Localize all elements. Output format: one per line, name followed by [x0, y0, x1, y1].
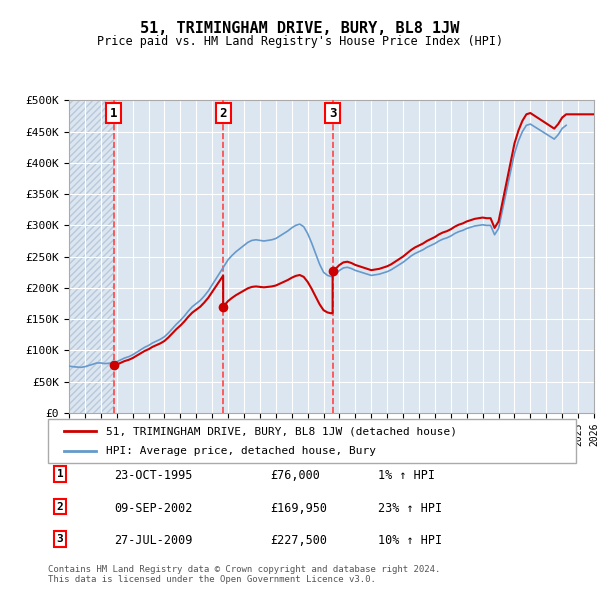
Text: Price paid vs. HM Land Registry's House Price Index (HPI): Price paid vs. HM Land Registry's House …: [97, 35, 503, 48]
Text: 2: 2: [220, 107, 227, 120]
Text: 23% ↑ HPI: 23% ↑ HPI: [378, 502, 442, 514]
Text: 3: 3: [56, 534, 64, 544]
Text: 23-OCT-1995: 23-OCT-1995: [114, 469, 193, 482]
Text: 3: 3: [329, 107, 337, 120]
Text: 09-SEP-2002: 09-SEP-2002: [114, 502, 193, 514]
Text: £227,500: £227,500: [270, 534, 327, 547]
Text: 27-JUL-2009: 27-JUL-2009: [114, 534, 193, 547]
Text: 10% ↑ HPI: 10% ↑ HPI: [378, 534, 442, 547]
Text: 1% ↑ HPI: 1% ↑ HPI: [378, 469, 435, 482]
Text: 51, TRIMINGHAM DRIVE, BURY, BL8 1JW (detached house): 51, TRIMINGHAM DRIVE, BURY, BL8 1JW (det…: [106, 427, 457, 436]
Text: 2: 2: [56, 502, 64, 512]
FancyBboxPatch shape: [48, 419, 576, 463]
Text: 51, TRIMINGHAM DRIVE, BURY, BL8 1JW: 51, TRIMINGHAM DRIVE, BURY, BL8 1JW: [140, 21, 460, 35]
Text: £169,950: £169,950: [270, 502, 327, 514]
Text: 1: 1: [56, 469, 64, 479]
Text: £76,000: £76,000: [270, 469, 320, 482]
Text: 1: 1: [110, 107, 118, 120]
Text: HPI: Average price, detached house, Bury: HPI: Average price, detached house, Bury: [106, 446, 376, 455]
Text: Contains HM Land Registry data © Crown copyright and database right 2024.
This d: Contains HM Land Registry data © Crown c…: [48, 565, 440, 584]
